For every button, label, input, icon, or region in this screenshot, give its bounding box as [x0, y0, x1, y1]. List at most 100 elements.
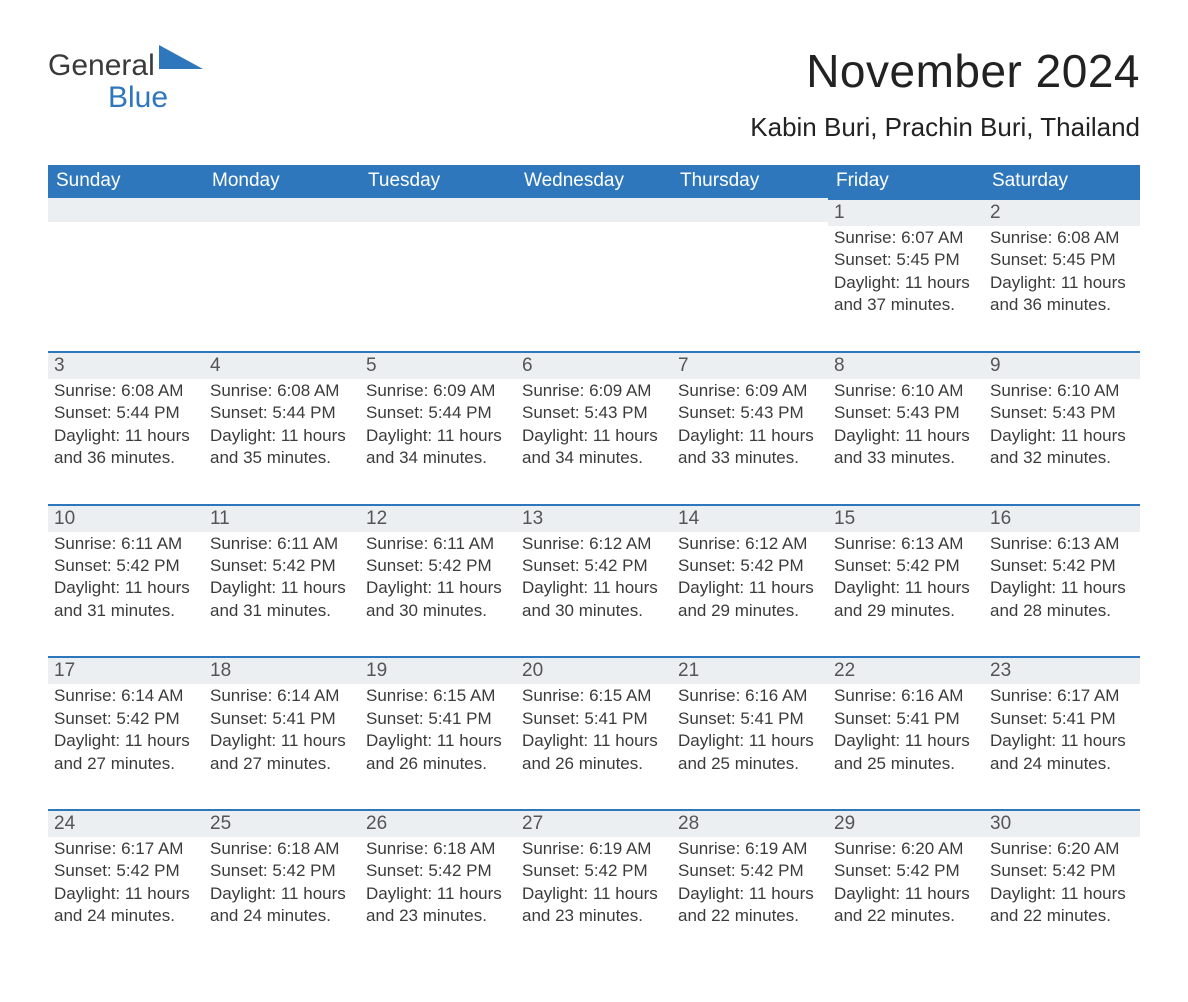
- day-number: [204, 198, 360, 222]
- calendar-cell: 29Sunrise: 6:20 AMSunset: 5:42 PMDayligh…: [828, 809, 984, 938]
- calendar-cell: [516, 198, 672, 351]
- day-number: 14: [672, 506, 828, 532]
- calendar-cell: 9Sunrise: 6:10 AMSunset: 5:43 PMDaylight…: [984, 351, 1140, 504]
- day-details: Sunrise: 6:10 AMSunset: 5:43 PMDaylight:…: [984, 379, 1140, 504]
- day-number: 4: [204, 353, 360, 379]
- day-details: Sunrise: 6:08 AMSunset: 5:45 PMDaylight:…: [984, 226, 1140, 351]
- day-details: Sunrise: 6:19 AMSunset: 5:42 PMDaylight:…: [516, 837, 672, 938]
- calendar-cell: 20Sunrise: 6:15 AMSunset: 5:41 PMDayligh…: [516, 656, 672, 809]
- calendar-cell: [204, 198, 360, 351]
- day-details: Sunrise: 6:19 AMSunset: 5:42 PMDaylight:…: [672, 837, 828, 938]
- weekday-header: Wednesday: [516, 165, 672, 198]
- calendar-cell: 8Sunrise: 6:10 AMSunset: 5:43 PMDaylight…: [828, 351, 984, 504]
- calendar-cell: 10Sunrise: 6:11 AMSunset: 5:42 PMDayligh…: [48, 504, 204, 657]
- day-details: Sunrise: 6:16 AMSunset: 5:41 PMDaylight:…: [672, 684, 828, 809]
- day-number: 18: [204, 658, 360, 684]
- calendar-cell: 4Sunrise: 6:08 AMSunset: 5:44 PMDaylight…: [204, 351, 360, 504]
- day-details: [48, 222, 204, 324]
- day-number: 25: [204, 811, 360, 837]
- day-number: 1: [828, 200, 984, 226]
- calendar-cell: 26Sunrise: 6:18 AMSunset: 5:42 PMDayligh…: [360, 809, 516, 938]
- weekday-header: Friday: [828, 165, 984, 198]
- day-number: 29: [828, 811, 984, 837]
- day-number: 16: [984, 506, 1140, 532]
- calendar-cell: 28Sunrise: 6:19 AMSunset: 5:42 PMDayligh…: [672, 809, 828, 938]
- day-details: Sunrise: 6:11 AMSunset: 5:42 PMDaylight:…: [360, 532, 516, 657]
- day-number: 24: [48, 811, 204, 837]
- day-number: 8: [828, 353, 984, 379]
- calendar-cell: 21Sunrise: 6:16 AMSunset: 5:41 PMDayligh…: [672, 656, 828, 809]
- weekday-header: Sunday: [48, 165, 204, 198]
- day-number: [48, 198, 204, 222]
- day-details: Sunrise: 6:17 AMSunset: 5:42 PMDaylight:…: [48, 837, 204, 938]
- day-number: 19: [360, 658, 516, 684]
- calendar-cell: 7Sunrise: 6:09 AMSunset: 5:43 PMDaylight…: [672, 351, 828, 504]
- calendar-cell: 27Sunrise: 6:19 AMSunset: 5:42 PMDayligh…: [516, 809, 672, 938]
- day-number: 6: [516, 353, 672, 379]
- calendar-cell: [360, 198, 516, 351]
- day-number: 22: [828, 658, 984, 684]
- calendar-cell: 12Sunrise: 6:11 AMSunset: 5:42 PMDayligh…: [360, 504, 516, 657]
- day-details: Sunrise: 6:15 AMSunset: 5:41 PMDaylight:…: [360, 684, 516, 809]
- day-number: 2: [984, 200, 1140, 226]
- calendar-cell: 3Sunrise: 6:08 AMSunset: 5:44 PMDaylight…: [48, 351, 204, 504]
- day-number: 11: [204, 506, 360, 532]
- calendar-cell: 15Sunrise: 6:13 AMSunset: 5:42 PMDayligh…: [828, 504, 984, 657]
- day-details: Sunrise: 6:14 AMSunset: 5:41 PMDaylight:…: [204, 684, 360, 809]
- day-details: Sunrise: 6:20 AMSunset: 5:42 PMDaylight:…: [828, 837, 984, 938]
- calendar-cell: 13Sunrise: 6:12 AMSunset: 5:42 PMDayligh…: [516, 504, 672, 657]
- day-details: Sunrise: 6:10 AMSunset: 5:43 PMDaylight:…: [828, 379, 984, 504]
- day-number: 12: [360, 506, 516, 532]
- day-number: 7: [672, 353, 828, 379]
- day-number: 27: [516, 811, 672, 837]
- calendar-cell: 5Sunrise: 6:09 AMSunset: 5:44 PMDaylight…: [360, 351, 516, 504]
- title-block: November 2024 Kabin Buri, Prachin Buri, …: [750, 44, 1140, 143]
- day-number: 13: [516, 506, 672, 532]
- weekday-header: Thursday: [672, 165, 828, 198]
- calendar-table: SundayMondayTuesdayWednesdayThursdayFrid…: [48, 165, 1140, 938]
- day-details: Sunrise: 6:20 AMSunset: 5:42 PMDaylight:…: [984, 837, 1140, 938]
- day-details: Sunrise: 6:09 AMSunset: 5:43 PMDaylight:…: [516, 379, 672, 504]
- day-number: 28: [672, 811, 828, 837]
- logo-triangle-icon: [159, 44, 203, 76]
- day-details: Sunrise: 6:17 AMSunset: 5:41 PMDaylight:…: [984, 684, 1140, 809]
- day-details: Sunrise: 6:12 AMSunset: 5:42 PMDaylight:…: [672, 532, 828, 657]
- day-details: Sunrise: 6:15 AMSunset: 5:41 PMDaylight:…: [516, 684, 672, 809]
- calendar-cell: 30Sunrise: 6:20 AMSunset: 5:42 PMDayligh…: [984, 809, 1140, 938]
- day-details: Sunrise: 6:08 AMSunset: 5:44 PMDaylight:…: [48, 379, 204, 504]
- day-number: [672, 198, 828, 222]
- day-number: 10: [48, 506, 204, 532]
- day-details: Sunrise: 6:09 AMSunset: 5:43 PMDaylight:…: [672, 379, 828, 504]
- day-details: Sunrise: 6:13 AMSunset: 5:42 PMDaylight:…: [828, 532, 984, 657]
- day-number: 21: [672, 658, 828, 684]
- calendar-cell: 6Sunrise: 6:09 AMSunset: 5:43 PMDaylight…: [516, 351, 672, 504]
- day-details: [672, 222, 828, 324]
- day-details: Sunrise: 6:12 AMSunset: 5:42 PMDaylight:…: [516, 532, 672, 657]
- day-number: [360, 198, 516, 222]
- day-number: 26: [360, 811, 516, 837]
- day-details: Sunrise: 6:13 AMSunset: 5:42 PMDaylight:…: [984, 532, 1140, 657]
- day-details: Sunrise: 6:14 AMSunset: 5:42 PMDaylight:…: [48, 684, 204, 809]
- day-number: 20: [516, 658, 672, 684]
- weekday-header: Saturday: [984, 165, 1140, 198]
- day-number: 5: [360, 353, 516, 379]
- header: General Blue November 2024 Kabin Buri, P…: [48, 44, 1140, 143]
- day-details: [204, 222, 360, 324]
- calendar-cell: 17Sunrise: 6:14 AMSunset: 5:42 PMDayligh…: [48, 656, 204, 809]
- calendar-cell: 11Sunrise: 6:11 AMSunset: 5:42 PMDayligh…: [204, 504, 360, 657]
- day-details: Sunrise: 6:18 AMSunset: 5:42 PMDaylight:…: [360, 837, 516, 938]
- calendar-cell: [48, 198, 204, 351]
- day-number: 17: [48, 658, 204, 684]
- calendar-cell: 1Sunrise: 6:07 AMSunset: 5:45 PMDaylight…: [828, 198, 984, 351]
- logo-word-2: Blue: [48, 82, 203, 114]
- weekday-header: Monday: [204, 165, 360, 198]
- calendar-header-row: SundayMondayTuesdayWednesdayThursdayFrid…: [48, 165, 1140, 198]
- calendar-cell: 19Sunrise: 6:15 AMSunset: 5:41 PMDayligh…: [360, 656, 516, 809]
- day-number: 9: [984, 353, 1140, 379]
- day-details: Sunrise: 6:07 AMSunset: 5:45 PMDaylight:…: [828, 226, 984, 351]
- day-number: 30: [984, 811, 1140, 837]
- day-details: Sunrise: 6:16 AMSunset: 5:41 PMDaylight:…: [828, 684, 984, 809]
- day-details: Sunrise: 6:08 AMSunset: 5:44 PMDaylight:…: [204, 379, 360, 504]
- calendar-cell: 22Sunrise: 6:16 AMSunset: 5:41 PMDayligh…: [828, 656, 984, 809]
- day-details: [360, 222, 516, 324]
